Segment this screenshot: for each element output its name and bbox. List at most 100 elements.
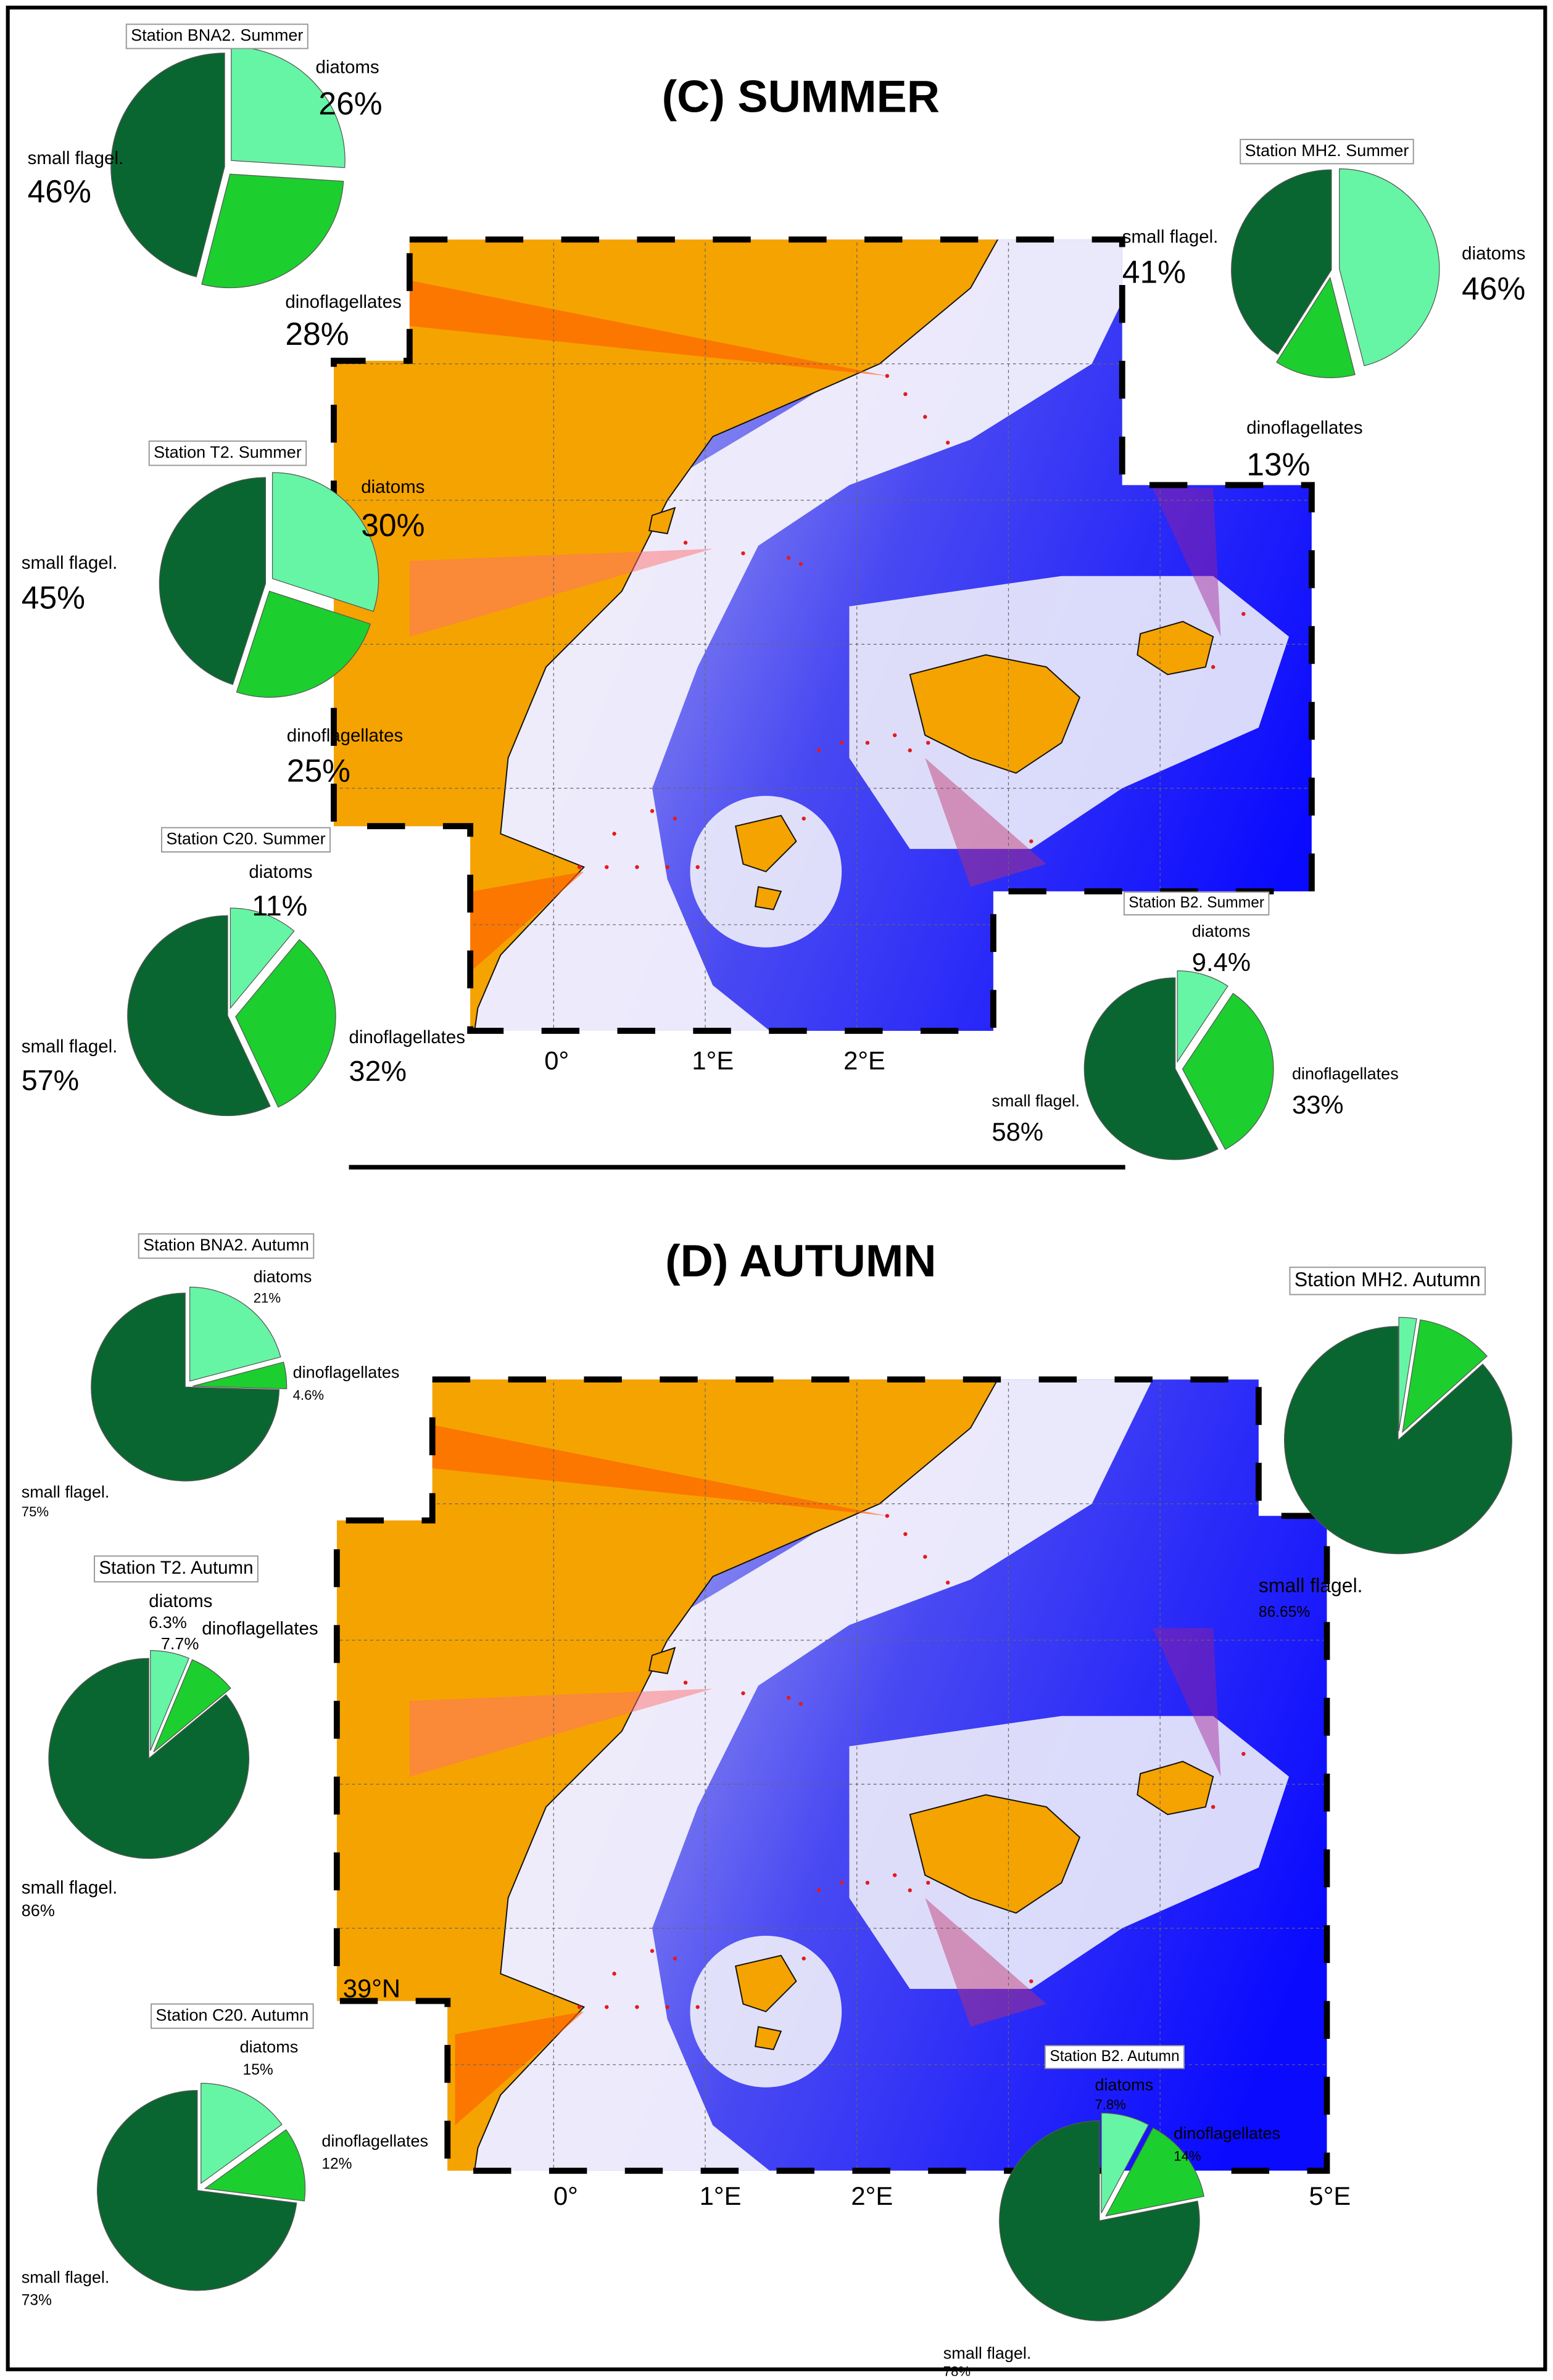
slice-name: dinoflagellates	[1174, 2124, 1280, 2142]
slice-value: 12%	[321, 2155, 352, 2172]
slice-value: 73%	[22, 2292, 52, 2309]
pie-title: Station MH2. Summer	[1245, 141, 1409, 160]
slice-name: small flagel.	[943, 2344, 1032, 2362]
pie-title: Station B2. Autumn	[1050, 2048, 1179, 2065]
slice-value: 57%	[22, 1064, 79, 1096]
slice-name: small flagel.	[22, 1483, 110, 1502]
pie-slice	[1276, 276, 1356, 379]
slice-name: dinoflagellates	[293, 1363, 400, 1381]
panel-title: (D) AUTUMN	[665, 1235, 936, 1286]
pie-title: Station T2. Autumn	[99, 1558, 253, 1578]
pie-title-box	[94, 1555, 259, 1583]
slice-value: 14%	[1174, 2149, 1201, 2164]
pie-slice	[91, 1292, 280, 1482]
slice-name: dinoflagellates	[1246, 418, 1362, 438]
pie-chart: diatoms 46% dinoflagellates 13% small flagel…	[1122, 139, 1525, 482]
slice-name: small flagel.	[1259, 1574, 1363, 1597]
pie-slice	[201, 173, 344, 289]
slice-value: 78%	[943, 2363, 971, 2377]
pie-slice	[1231, 169, 1332, 355]
map-axis-label: 0°	[553, 2181, 578, 2210]
map-autumn-frame	[333, 1376, 1330, 2174]
slice-value: 58%	[992, 1117, 1043, 1146]
slice-value: 32%	[349, 1055, 407, 1087]
pie-chart: diatoms 30% dinoflagellates 25% small flagel…	[22, 440, 424, 788]
pie-slice	[1177, 970, 1228, 1064]
slice-value: 9.4%	[1192, 948, 1251, 977]
map-summer-frame	[331, 236, 1315, 1034]
slice-value: 13%	[1246, 446, 1310, 482]
slice-name: diatoms	[240, 2038, 299, 2056]
pie-slice	[1101, 2112, 1149, 2213]
pie-title: Station BNA2. Autumn	[143, 1236, 309, 1254]
slice-name: diatoms	[1462, 244, 1525, 264]
pie-chart: diatoms 26% dinoflagellates 28% small flagel…	[28, 23, 402, 352]
pie-slice	[1284, 1326, 1512, 1555]
slice-value: 41%	[1122, 254, 1186, 289]
slice-value: 7.7%	[161, 1634, 199, 1653]
slice-name: diatoms	[315, 57, 379, 77]
slice-value: 7.8%	[1095, 2097, 1126, 2112]
slice-value: 28%	[285, 316, 349, 352]
pie-title: Station BNA2. Summer	[131, 26, 303, 44]
pie-slice	[1105, 2127, 1205, 2217]
pie-title: Station C20. Summer	[166, 829, 325, 848]
slice-value: 15%	[243, 2062, 273, 2078]
pie-title-box	[1044, 2045, 1185, 2069]
pie-title-box	[1240, 139, 1414, 165]
slice-name: small flagel.	[22, 2268, 110, 2286]
slice-name: small flagel.	[1122, 227, 1219, 247]
map-axis-label: 5°E	[1309, 2181, 1351, 2210]
slice-value: 75%	[22, 1504, 49, 1519]
slice-value: 11%	[252, 890, 307, 922]
slice-value: 26%	[318, 86, 382, 122]
pie-slice	[235, 939, 336, 1108]
slice-value: 6.3%	[149, 1613, 187, 1632]
map-axis-label: 1°E	[700, 2181, 742, 2210]
map-axis-label: 39°N	[343, 1973, 400, 2002]
pie-chart: diatoms 11% dinoflagellates 32% small flagel…	[22, 827, 465, 1117]
pie-slice	[127, 915, 271, 1117]
pie-slice	[236, 590, 371, 698]
slice-value: 4.6%	[293, 1387, 324, 1403]
slice-value: 45%	[22, 580, 85, 616]
slice-name: small flagel.	[992, 1092, 1080, 1110]
pie-slice	[1398, 1316, 1417, 1431]
pie-chart: diatoms 21% dinoflagellates 4.6% small flage…	[22, 1233, 400, 1519]
slice-name: small flagel.	[22, 1878, 118, 1898]
pie-title-box	[151, 2003, 314, 2029]
pie-title-box	[148, 440, 307, 466]
slice-name: diatoms	[1192, 922, 1251, 940]
pie-slice	[204, 2129, 306, 2202]
slice-name: dinoflagellates	[321, 2131, 428, 2150]
pie-slice	[1402, 1319, 1488, 1434]
pie-slice	[97, 2089, 297, 2291]
slice-value: 33%	[1292, 1090, 1344, 1119]
slice-name: small flagel.	[22, 1036, 118, 1057]
pie-slice	[201, 2083, 283, 2184]
slice-value: 86%	[22, 1901, 55, 1920]
pie-slice	[150, 1650, 190, 1751]
slice-value: 30%	[361, 507, 424, 543]
slice-value: 21%	[254, 1291, 281, 1306]
pie-slice	[1339, 168, 1440, 366]
pie-slice	[153, 1659, 231, 1753]
slice-value: 86.65%	[1259, 1604, 1310, 1621]
slice-name: dinoflagellates	[1292, 1064, 1399, 1083]
slice-value: 25%	[287, 753, 350, 788]
slice-value: 46%	[28, 173, 91, 209]
pie-chart: diatoms 9.4% dinoflagellates 33% small flage…	[992, 891, 1399, 1160]
pie-title-box	[138, 1233, 315, 1259]
slice-name: diatoms	[254, 1268, 312, 1286]
slice-name: small flagel.	[28, 148, 124, 168]
pie-title: Station B2. Summer	[1129, 895, 1264, 911]
pie-chart: diatoms 15% dinoflagellates 12% small flagel…	[22, 2003, 428, 2309]
pie-slice	[189, 1286, 281, 1382]
map-axis-label: 2°E	[843, 1046, 885, 1075]
map-axis-label: 1°E	[692, 1046, 734, 1075]
slice-name: diatoms	[149, 1591, 212, 1611]
slice-name: small flagel.	[22, 553, 118, 573]
pie-title: Station T2. Summer	[154, 443, 302, 461]
